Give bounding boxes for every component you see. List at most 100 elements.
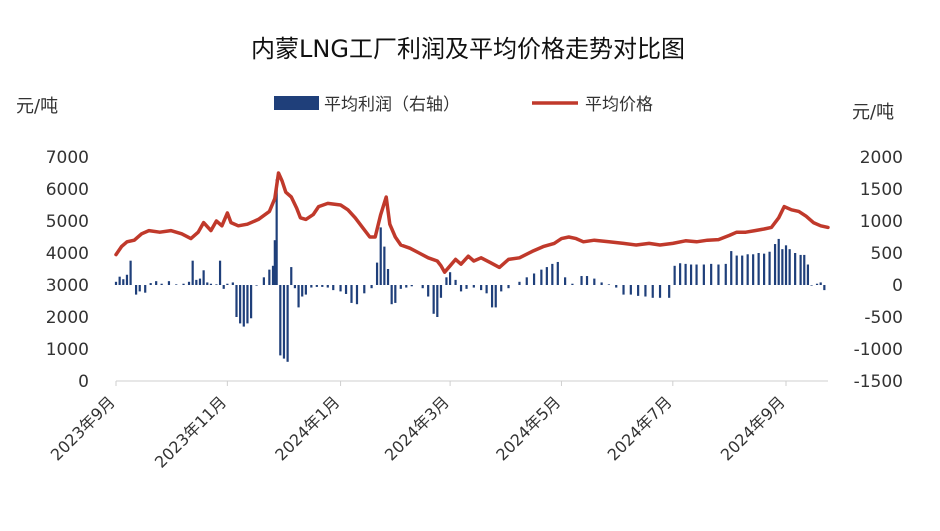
profit-bar	[386, 269, 390, 285]
profit-bar	[803, 254, 806, 285]
x-tick-label: 2024年1月	[271, 392, 343, 464]
profit-bar	[332, 285, 335, 291]
profit-bar	[427, 285, 430, 297]
y-left-tick-label: 5000	[46, 212, 89, 232]
profit-bar	[144, 285, 147, 293]
profit-bar	[375, 262, 379, 285]
profit-bar	[735, 255, 738, 285]
profit-bar	[490, 285, 494, 308]
profit-bar	[246, 285, 249, 324]
profit-bar	[644, 285, 647, 297]
profit-bar	[125, 274, 129, 285]
profit-bar	[198, 278, 202, 285]
y-left-tick-label: 7000	[46, 148, 89, 168]
y-right-tick-label: -500	[864, 308, 903, 328]
profit-bar	[724, 263, 727, 285]
x-tick-label: 2024年3月	[381, 392, 453, 464]
x-tick-label: 2023年9月	[47, 392, 119, 464]
profit-bar	[500, 285, 503, 292]
chart-title: 内蒙LNG工厂利润及平均价格走势对比图	[251, 35, 685, 63]
profit-bar	[658, 285, 662, 298]
profit-bar	[545, 267, 548, 285]
profit-bar	[262, 277, 265, 285]
y-left-tick-label: 1000	[46, 340, 89, 360]
profit-bar	[182, 283, 185, 285]
profit-bar	[593, 278, 596, 285]
profit-bar	[118, 276, 121, 285]
profit-bar	[394, 285, 397, 303]
left-axis-unit: 元/吨	[16, 96, 58, 117]
profit-bar	[564, 277, 567, 285]
profit-bar	[571, 283, 574, 285]
y-right-tick-label: 500	[871, 244, 903, 264]
profit-bar	[271, 265, 275, 285]
profit-bar	[390, 285, 393, 305]
profit-bar	[651, 285, 654, 298]
profit-bar	[344, 285, 348, 294]
right-axis-unit: 元/吨	[852, 102, 894, 123]
profit-bar	[607, 284, 611, 285]
profit-bar	[155, 281, 158, 285]
profit-bar	[717, 264, 720, 285]
profit-bar	[273, 240, 276, 285]
profit-bar	[310, 285, 313, 288]
profit-bar	[781, 249, 784, 285]
x-tick-label: 2024年5月	[492, 392, 564, 464]
profit-bar	[187, 281, 191, 285]
profit-bar	[215, 284, 218, 285]
profit-bar	[784, 245, 788, 285]
profit-bar	[794, 253, 797, 285]
profit-bar	[773, 244, 777, 285]
profit-bar	[286, 285, 289, 362]
profit-bar	[673, 265, 676, 285]
profit-bar	[339, 285, 342, 292]
profit-bar	[122, 279, 125, 285]
x-tick-label: 2024年7月	[604, 392, 676, 464]
profit-bar	[702, 264, 705, 285]
profit-bar	[695, 264, 698, 285]
profit-bar	[405, 285, 408, 288]
profit-bar	[355, 285, 359, 305]
profit-bar	[465, 285, 468, 289]
profit-bar	[445, 277, 448, 285]
profit-bar	[209, 283, 213, 285]
y-right-tick-label: 1000	[860, 212, 903, 232]
profit-bar	[810, 285, 813, 286]
y-right-tick-label: 2000	[860, 148, 903, 168]
profit-bar	[421, 285, 424, 289]
profit-bar	[551, 263, 554, 285]
profit-bar	[763, 253, 766, 285]
y-right-axis: 2000 1500 1000 500 0 -500 -1000 -1500	[854, 148, 903, 392]
profit-bar	[436, 285, 439, 317]
profit-bar	[239, 285, 242, 324]
profit-bar	[459, 285, 463, 292]
y-left-axis: 7000 6000 5000 4000 3000 2000 1000 0	[46, 148, 89, 392]
profit-bar	[746, 254, 749, 285]
profit-bar	[518, 281, 521, 285]
profit-bar	[480, 285, 483, 291]
profit-bar	[815, 283, 819, 285]
profit-bar	[410, 285, 413, 287]
y-right-tick-label: 0	[892, 276, 903, 296]
profit-bar	[297, 285, 300, 308]
profit-bar	[448, 272, 452, 285]
profit-bar	[242, 285, 245, 327]
profit-bar	[399, 285, 402, 289]
profit-bar	[114, 281, 118, 285]
profit-bar	[231, 282, 234, 285]
profit-bar	[637, 285, 640, 296]
price-line	[114, 171, 830, 274]
profit-bar	[679, 263, 682, 285]
y-right-tick-label: -1500	[854, 372, 903, 392]
profit-bar	[580, 276, 583, 285]
legend-swatch-profit	[274, 96, 319, 110]
profit-bar	[134, 285, 138, 295]
profit-bar	[454, 279, 457, 285]
profit-bar	[799, 254, 802, 285]
profit-bar	[432, 285, 435, 314]
profit-bar	[321, 285, 324, 287]
profit-bar	[472, 285, 475, 288]
profit-bar	[777, 238, 780, 285]
profit-bar	[600, 282, 603, 285]
